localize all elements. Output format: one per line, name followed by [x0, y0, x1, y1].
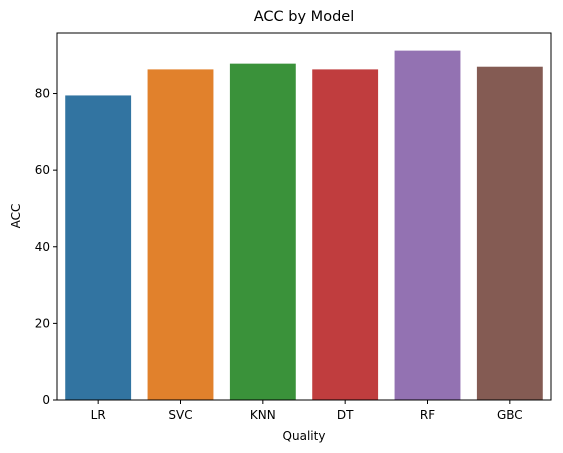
x-tick-label: GBC — [497, 408, 523, 422]
x-tick-label: SVC — [168, 408, 192, 422]
x-tick-label: LR — [91, 408, 106, 422]
bar-dt — [312, 69, 379, 400]
y-axis-ticks: 0 20 40 60 80 — [35, 87, 57, 407]
x-axis-label: Quality — [283, 429, 326, 443]
plot-frame — [56, 32, 552, 401]
y-tick-label: 0 — [42, 393, 50, 407]
bar-gbc — [476, 66, 543, 401]
bars-group — [65, 50, 543, 401]
x-tick-label: RF — [420, 408, 435, 422]
bar-svc — [147, 69, 214, 400]
y-tick-label: 20 — [35, 316, 50, 330]
y-tick-label: 60 — [35, 163, 50, 177]
y-tick-label: 80 — [35, 87, 50, 101]
y-tick-label: 40 — [35, 240, 50, 254]
bar-rf — [394, 50, 461, 401]
bar-lr — [65, 95, 132, 400]
y-axis-label: ACC — [9, 204, 23, 229]
bar-knn — [229, 63, 296, 401]
chart-title: ACC by Model — [254, 9, 354, 25]
x-tick-label: DT — [337, 408, 354, 422]
x-tick-label: KNN — [250, 408, 276, 422]
x-axis-ticks: LR SVC KNN DT RF GBC — [91, 400, 523, 422]
